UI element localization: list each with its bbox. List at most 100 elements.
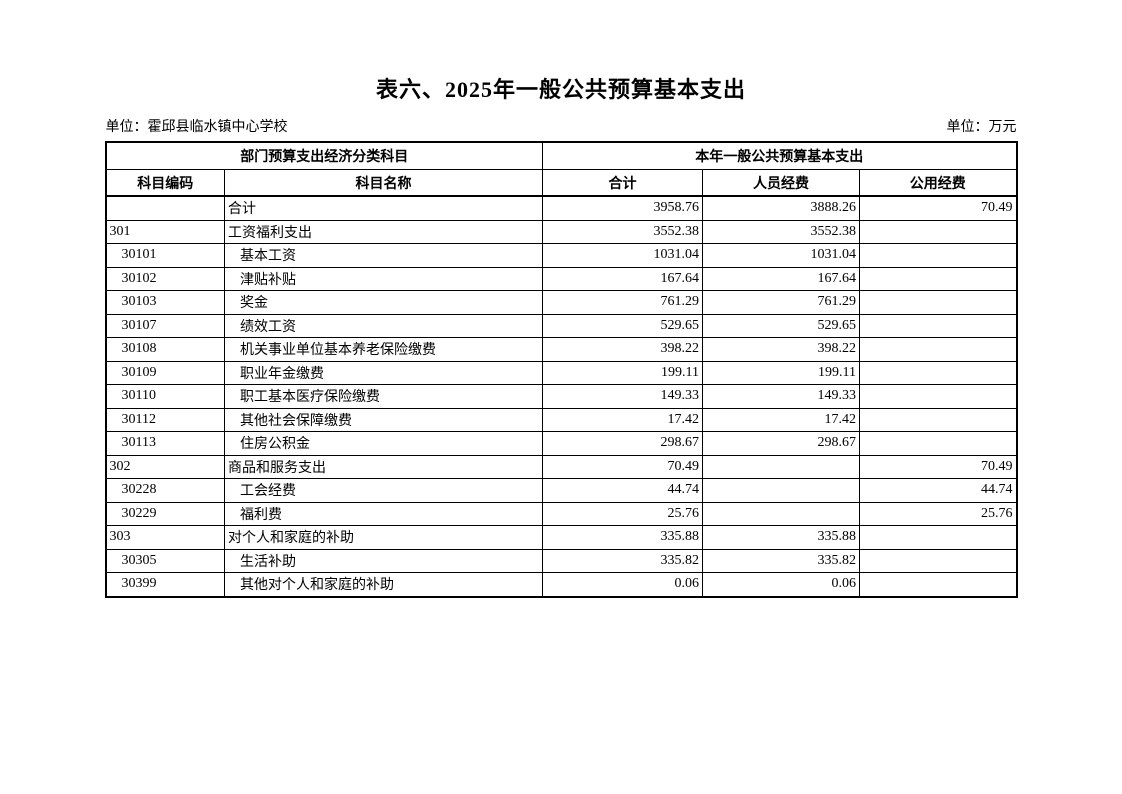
subject-code-cell: 302 (105, 454, 225, 479)
personnel-expense-cell: 149.33 (702, 384, 860, 409)
table-row: 30103 奖金 761.29 761.29 (105, 290, 1017, 315)
public-expense-cell (859, 290, 1017, 315)
unit-row: 单位：霍邱县临水镇中心学校 单位：万元 (106, 116, 1017, 136)
total-cell: 0.06 (542, 572, 703, 597)
public-expense-cell (859, 266, 1017, 291)
personnel-expense-cell: 298.67 (702, 431, 860, 456)
page-title: 表六、2025年一般公共预算基本支出 (375, 77, 746, 102)
subject-code-cell: 30109 (105, 360, 225, 385)
subject-code-cell: 30229 (105, 501, 225, 526)
subject-name-cell: 奖金 (224, 290, 543, 315)
subject-code-cell: 30102 (105, 266, 225, 291)
subject-name-cell: 商品和服务支出 (224, 454, 543, 479)
total-cell: 17.42 (542, 407, 703, 432)
public-expense-cell (859, 525, 1017, 550)
total-cell: 70.49 (542, 454, 703, 479)
subject-code-cell: 30228 (105, 478, 225, 503)
public-expense-cell (859, 337, 1017, 362)
personnel-expense-cell (702, 454, 860, 479)
column-header-subject-name: 科目名称 (224, 169, 543, 197)
group-header-classification: 部门预算支出经济分类科目 (105, 141, 543, 170)
table-row: 30113 住房公积金 298.67 298.67 (105, 431, 1017, 456)
public-expense-cell (859, 219, 1017, 244)
table-row: 301 工资福利支出 3552.38 3552.38 (105, 219, 1017, 244)
subject-name-cell: 生活补助 (224, 548, 543, 573)
table-row: 30109 职业年金缴费 199.11 199.11 (105, 360, 1017, 385)
public-expense-cell (859, 407, 1017, 432)
group-header-current-year: 本年一般公共预算基本支出 (542, 141, 1017, 170)
column-header-total: 合计 (542, 169, 703, 197)
budget-table: 部门预算支出经济分类科目 本年一般公共预算基本支出 科目编码 科目名称 合计 人… (104, 141, 1018, 598)
personnel-expense-cell: 335.88 (702, 525, 860, 550)
table-row: 30228 工会经费 44.74 44.74 (105, 478, 1017, 503)
total-cell: 529.65 (542, 313, 703, 338)
subject-code-cell: 30101 (105, 243, 225, 268)
table-row: 30107 绩效工资 529.65 529.65 (105, 313, 1017, 338)
table-row: 30305 生活补助 335.82 335.82 (105, 548, 1017, 573)
total-cell: 149.33 (542, 384, 703, 409)
column-header-public-expense: 公用经费 (859, 169, 1017, 197)
public-expense-cell (859, 431, 1017, 456)
personnel-expense-cell (702, 478, 860, 503)
table-row: 302 商品和服务支出 70.49 70.49 (105, 454, 1017, 479)
total-cell: 199.11 (542, 360, 703, 385)
subject-name-cell: 其他对个人和家庭的补助 (224, 572, 543, 597)
personnel-expense-cell: 761.29 (702, 290, 860, 315)
column-header-row: 科目编码 科目名称 合计 人员经费 公用经费 (105, 169, 1017, 197)
total-cell: 1031.04 (542, 243, 703, 268)
public-expense-cell: 25.76 (859, 501, 1017, 526)
total-cell: 25.76 (542, 501, 703, 526)
subject-code-cell: 30113 (105, 431, 225, 456)
personnel-expense-cell: 3552.38 (702, 219, 860, 244)
table-row: 30110 职工基本医疗保险缴费 149.33 149.33 (105, 384, 1017, 409)
personnel-expense-cell: 529.65 (702, 313, 860, 338)
personnel-expense-cell: 3888.26 (702, 195, 860, 221)
subject-name-cell: 基本工资 (224, 243, 543, 268)
total-cell: 335.88 (542, 525, 703, 550)
subject-code-cell: 30110 (105, 384, 225, 409)
personnel-expense-cell: 335.82 (702, 548, 860, 573)
table-row: 合计 3958.76 3888.26 70.49 (105, 195, 1017, 221)
subject-code-cell: 303 (105, 525, 225, 550)
table-row: 30101 基本工资 1031.04 1031.04 (105, 243, 1017, 268)
subject-name-cell: 机关事业单位基本养老保险缴费 (224, 337, 543, 362)
personnel-expense-cell (702, 501, 860, 526)
subject-name-cell: 合计 (224, 195, 543, 221)
personnel-expense-cell: 199.11 (702, 360, 860, 385)
subject-name-cell: 其他社会保障缴费 (224, 407, 543, 432)
table-body: 合计 3958.76 3888.26 70.49 301 工资福利支出 3552.38 355… (105, 195, 1017, 597)
group-header-row: 部门预算支出经济分类科目 本年一般公共预算基本支出 (105, 141, 1017, 170)
public-expense-cell (859, 384, 1017, 409)
table-row: 30112 其他社会保障缴费 17.42 17.42 (105, 407, 1017, 432)
personnel-expense-cell: 0.06 (702, 572, 860, 597)
subject-name-cell: 对个人和家庭的补助 (224, 525, 543, 550)
public-expense-cell (859, 572, 1017, 597)
total-cell: 761.29 (542, 290, 703, 315)
column-header-subject-code: 科目编码 (105, 169, 225, 197)
subject-code-cell (105, 195, 225, 221)
public-expense-cell (859, 548, 1017, 573)
total-cell: 298.67 (542, 431, 703, 456)
subject-code-cell: 30305 (105, 548, 225, 573)
subject-name-cell: 绩效工资 (224, 313, 543, 338)
table-row: 30102 津贴补贴 167.64 167.64 (105, 266, 1017, 291)
total-cell: 44.74 (542, 478, 703, 503)
subject-name-cell: 职工基本医疗保险缴费 (224, 384, 543, 409)
public-expense-cell: 70.49 (859, 195, 1017, 221)
public-expense-cell: 44.74 (859, 478, 1017, 503)
total-cell: 398.22 (542, 337, 703, 362)
subject-name-cell: 工会经费 (224, 478, 543, 503)
public-expense-cell (859, 313, 1017, 338)
table-row: 30399 其他对个人和家庭的补助 0.06 0.06 (105, 572, 1017, 597)
subject-code-cell: 30112 (105, 407, 225, 432)
subject-code-cell: 30108 (105, 337, 225, 362)
subject-name-cell: 津贴补贴 (224, 266, 543, 291)
currency-unit-label: 单位：万元 (946, 120, 1017, 135)
personnel-expense-cell: 167.64 (702, 266, 860, 291)
total-cell: 3958.76 (542, 195, 703, 221)
personnel-expense-cell: 17.42 (702, 407, 860, 432)
public-expense-cell (859, 243, 1017, 268)
personnel-expense-cell: 1031.04 (702, 243, 860, 268)
table-row: 303 对个人和家庭的补助 335.88 335.88 (105, 525, 1017, 550)
